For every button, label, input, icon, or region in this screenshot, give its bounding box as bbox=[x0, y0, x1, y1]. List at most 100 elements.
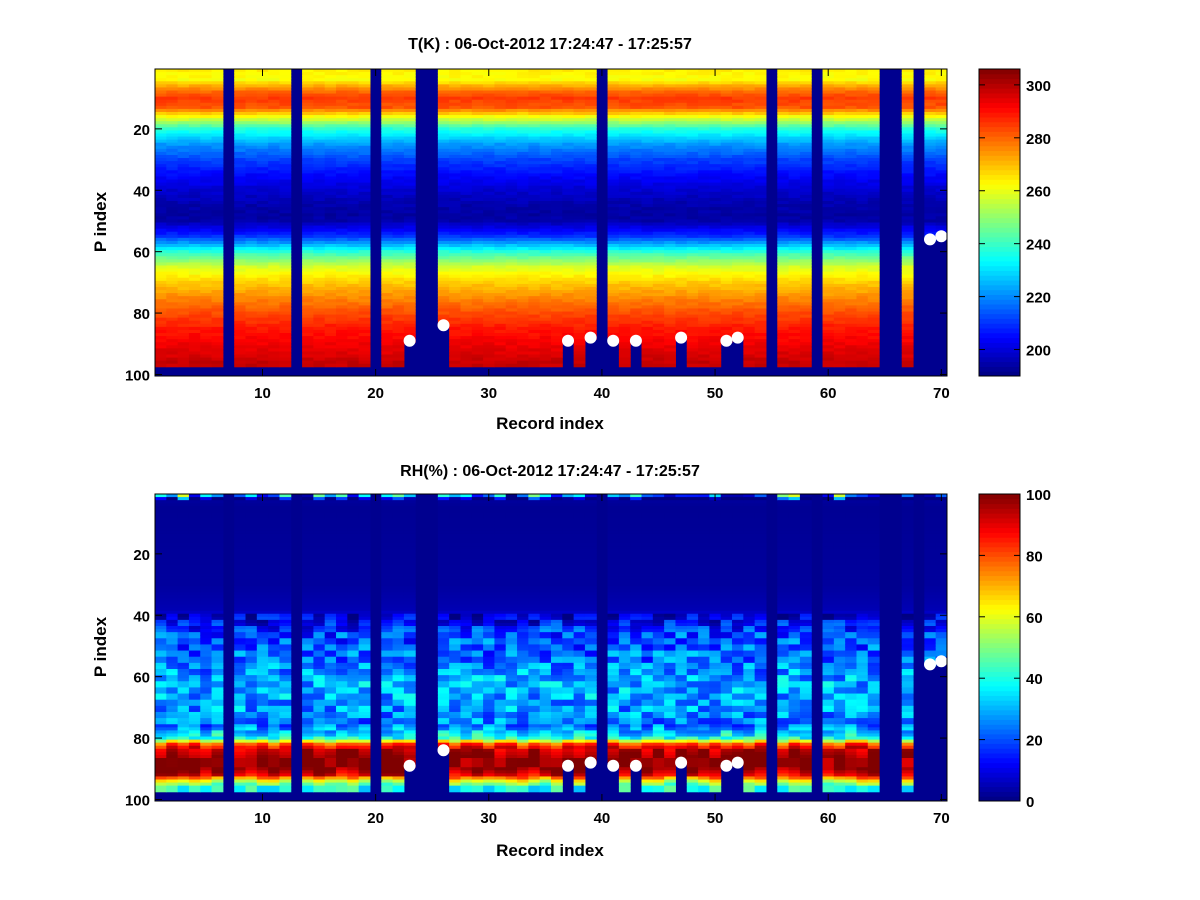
heatmap-cell bbox=[686, 320, 699, 325]
heatmap-cell bbox=[584, 151, 597, 156]
heatmap-cell bbox=[743, 283, 756, 288]
heatmap-cell bbox=[607, 164, 620, 168]
heatmap-cell bbox=[732, 194, 744, 199]
heatmap-cell bbox=[630, 243, 643, 248]
heatmap-cell bbox=[539, 280, 552, 285]
heatmap-cell bbox=[799, 127, 812, 131]
heatmap-cell bbox=[358, 182, 371, 187]
heatmap-cell bbox=[268, 345, 280, 349]
heatmap-cell bbox=[200, 164, 213, 168]
heatmap-cell bbox=[528, 326, 541, 331]
heatmap-cell bbox=[641, 247, 654, 251]
heatmap-cell bbox=[449, 108, 461, 113]
heatmap-cell bbox=[732, 228, 744, 233]
heatmap-cell bbox=[302, 81, 314, 85]
heatmap-cell bbox=[279, 170, 292, 174]
heatmap-cell bbox=[709, 265, 722, 270]
heatmap-cell bbox=[709, 253, 722, 257]
heatmap-cell bbox=[256, 308, 269, 313]
heatmap-cell bbox=[211, 210, 224, 214]
heatmap-cell bbox=[313, 111, 326, 116]
heatmap-cell bbox=[709, 317, 722, 322]
heatmap-cell bbox=[324, 234, 337, 239]
heatmap-cell bbox=[641, 250, 654, 254]
heatmap-cell bbox=[573, 96, 586, 101]
heatmap-cell bbox=[709, 271, 722, 276]
heatmap-cell bbox=[551, 167, 563, 171]
heatmap-cell bbox=[313, 268, 326, 273]
heatmap-cell bbox=[211, 231, 224, 236]
heatmap-cell bbox=[562, 256, 575, 260]
heatmap-cell bbox=[302, 93, 314, 98]
heatmap-cell bbox=[200, 81, 213, 85]
heatmap-cell bbox=[155, 234, 167, 239]
heatmap-cell bbox=[777, 204, 790, 208]
heatmap-cell bbox=[833, 118, 846, 122]
heatmap-cell bbox=[562, 210, 575, 214]
heatmap-cell bbox=[517, 348, 529, 352]
heatmap-cell bbox=[799, 293, 812, 297]
heatmap-cell bbox=[822, 210, 835, 214]
heatmap-cell bbox=[166, 210, 179, 214]
heatmap-cell bbox=[754, 228, 767, 233]
heatmap-cell bbox=[155, 72, 167, 76]
heatmap-cell bbox=[177, 326, 190, 331]
heatmap-cell bbox=[675, 154, 688, 159]
heatmap-cell bbox=[155, 124, 167, 128]
heatmap-cell bbox=[630, 142, 643, 147]
heatmap-cell bbox=[483, 161, 495, 165]
heatmap-cell bbox=[256, 333, 269, 337]
heatmap-cell bbox=[505, 219, 518, 223]
heatmap-cell bbox=[686, 99, 699, 104]
heatmap-cell bbox=[234, 256, 247, 260]
heatmap-cell bbox=[188, 305, 201, 309]
heatmap-cell bbox=[754, 286, 767, 291]
heatmap-cell bbox=[630, 75, 643, 79]
heatmap-cell bbox=[392, 127, 405, 131]
heatmap-cell bbox=[483, 136, 495, 141]
heatmap-cell bbox=[517, 185, 529, 190]
heatmap-cell bbox=[754, 253, 767, 257]
heatmap-cell bbox=[347, 69, 360, 73]
heatmap-cell bbox=[505, 333, 518, 337]
heatmap-cell bbox=[392, 326, 405, 331]
heatmap-cell bbox=[200, 219, 213, 223]
heatmap-cell bbox=[234, 75, 247, 79]
heatmap-cell bbox=[788, 240, 801, 245]
heatmap-cell bbox=[732, 225, 744, 230]
heatmap-cell bbox=[698, 93, 710, 98]
heatmap-cell bbox=[754, 259, 767, 263]
heatmap-cell bbox=[494, 342, 507, 346]
heatmap-cell bbox=[177, 142, 190, 147]
heatmap-cell bbox=[528, 216, 541, 220]
heatmap-cell bbox=[686, 305, 699, 309]
heatmap-cell bbox=[720, 87, 733, 91]
heatmap-cell bbox=[664, 256, 676, 260]
heatmap-cell bbox=[528, 231, 541, 236]
heatmap-cell bbox=[381, 336, 394, 340]
heatmap-cell bbox=[675, 151, 688, 156]
heatmap-cell bbox=[698, 173, 710, 177]
heatmap-cell bbox=[166, 317, 179, 322]
heatmap-cell bbox=[381, 194, 394, 199]
heatmap-cell bbox=[788, 213, 801, 217]
heatmap-cell bbox=[528, 108, 541, 113]
heatmap-cell bbox=[256, 283, 269, 288]
heatmap-cell bbox=[517, 354, 529, 359]
heatmap-cell bbox=[336, 290, 348, 294]
heatmap-cell bbox=[279, 320, 292, 325]
heatmap-cell bbox=[268, 115, 280, 119]
heatmap-cell bbox=[494, 357, 507, 362]
heatmap-cell bbox=[505, 351, 518, 356]
heatmap-cell bbox=[505, 213, 518, 217]
heatmap-cell bbox=[188, 173, 201, 177]
heatmap-cell bbox=[743, 259, 756, 263]
heatmap-cell bbox=[709, 154, 722, 159]
heatmap-cell bbox=[799, 311, 812, 316]
heatmap-cell bbox=[324, 274, 337, 279]
heatmap-cell bbox=[539, 154, 552, 159]
heatmap-cell bbox=[483, 299, 495, 303]
heatmap-cell bbox=[743, 204, 756, 208]
heatmap-cell bbox=[358, 133, 371, 138]
heatmap-cell bbox=[664, 158, 676, 162]
